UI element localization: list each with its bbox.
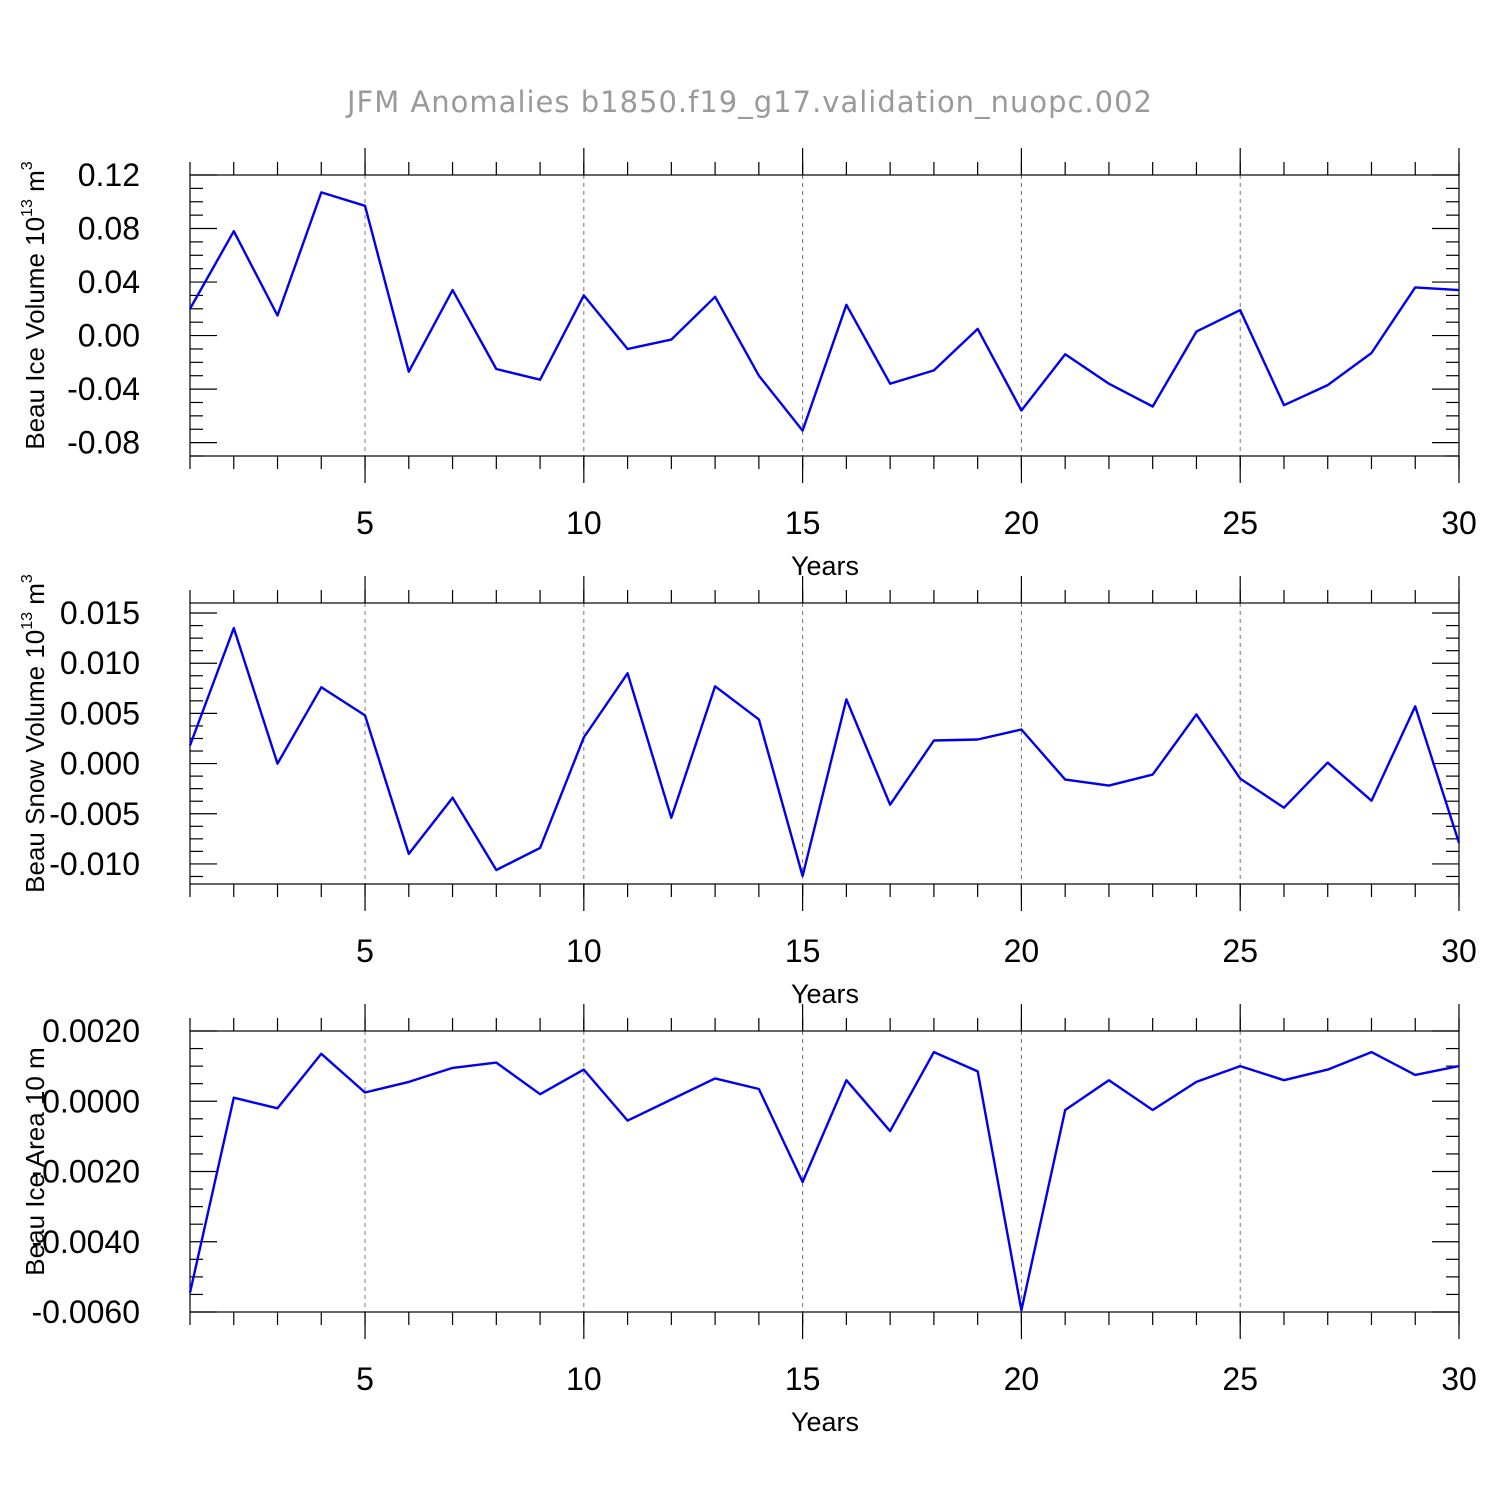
panel-2: 5 10 15 20 25 30 Years 0.015 0.010 0.005 0.000 -0.0… [19, 574, 1477, 1009]
plot-frame [189, 1030, 1460, 1313]
x-tick-label: 30 [1441, 933, 1477, 969]
x-tick-label: 5 [356, 1361, 374, 1397]
chart-title: JFM Anomalies b1850.f19_g17.validation_n… [345, 85, 1153, 119]
y-tick-label: 0.12 [78, 157, 140, 193]
y-axis-label-unit: m [20, 583, 50, 612]
y-tick-label: 0.04 [78, 264, 140, 300]
y-tick-label: 0.010 [60, 645, 140, 681]
plot-frame [189, 602, 1460, 885]
y-axis-label-unit-exponent: 3 [19, 161, 36, 170]
y-tick-label: 0.000 [60, 746, 140, 782]
x-tick-label: 15 [785, 1361, 821, 1397]
y-tick-label: -0.0040 [31, 1224, 140, 1260]
series-line [188, 191, 1460, 432]
y-tick-label: -0.0020 [31, 1154, 140, 1190]
x-tick-label: 20 [1004, 933, 1040, 969]
y-axis-label: Beau Snow Volume 1013 m3 [19, 574, 50, 893]
series-line [188, 626, 1461, 878]
x-tick-label: 5 [356, 505, 374, 541]
y-axis-label-unit-exponent: 3 [19, 574, 36, 583]
y-axis-label-text: Beau Ice Volume 10 [20, 217, 50, 450]
y-tick-label: 0.08 [78, 211, 140, 247]
y-tick-label: 0.00 [78, 318, 140, 354]
x-tick-label: 25 [1222, 1361, 1258, 1397]
y-axis-label: Beau Ice Volume 1013 m3 [19, 161, 50, 449]
y-tick-label: 0.005 [60, 695, 140, 731]
x-axis-label: Years [791, 1407, 859, 1437]
y-axis-label-text: Beau Snow Volume 10 [20, 630, 50, 893]
y-axis-label-text: Beau Ice Area 10 [20, 1076, 50, 1275]
y-tick-label: -0.04 [67, 371, 140, 407]
panel-3: 5 10 15 20 25 30 Years 0.0020 0.0000 -0.0020 -0.00… [20, 1004, 1477, 1437]
y-tick-label: -0.08 [67, 425, 140, 461]
y-tick-label: 0.015 [60, 595, 140, 631]
x-tick-label: 10 [566, 933, 602, 969]
plot-frame [189, 174, 1460, 457]
y-tick-label: -0.010 [49, 846, 140, 882]
y-axis-label: Beau Ice Area 10 m [20, 1047, 50, 1275]
y-axis-label-exponent: 13 [19, 612, 36, 630]
x-tick-label: 10 [566, 505, 602, 541]
x-tick-label: 20 [1004, 1361, 1040, 1397]
x-tick-label: 10 [566, 1361, 602, 1397]
y-tick-label: -0.005 [49, 796, 140, 832]
x-axis-label: Years [791, 979, 859, 1009]
series-line [188, 1050, 1460, 1312]
x-tick-label: 5 [356, 933, 374, 969]
y-tick-label: 0.0000 [42, 1083, 140, 1119]
x-tick-label: 30 [1441, 505, 1477, 541]
y-axis-label-unit: m [20, 170, 50, 199]
x-tick-label: 15 [785, 933, 821, 969]
x-tick-label: 30 [1441, 1361, 1477, 1397]
x-tick-label: 25 [1222, 933, 1258, 969]
y-axis-label-exponent: 13 [19, 199, 36, 217]
panels: 5 10 15 20 25 30 Years 0.12 0.08 0.04 0.00 -0.04 -0.… [19, 148, 1477, 1437]
y-tick-label: 0.0020 [42, 1013, 140, 1049]
x-tick-label: 25 [1222, 505, 1258, 541]
x-tick-label: 20 [1004, 505, 1040, 541]
y-axis-label-unit: m [20, 1047, 50, 1076]
x-tick-label: 15 [785, 505, 821, 541]
y-tick-label: -0.0060 [31, 1294, 140, 1330]
panel-1: 5 10 15 20 25 30 Years 0.12 0.08 0.04 0.00 -0.04 -0.… [19, 148, 1477, 581]
x-axis-label: Years [791, 551, 859, 581]
